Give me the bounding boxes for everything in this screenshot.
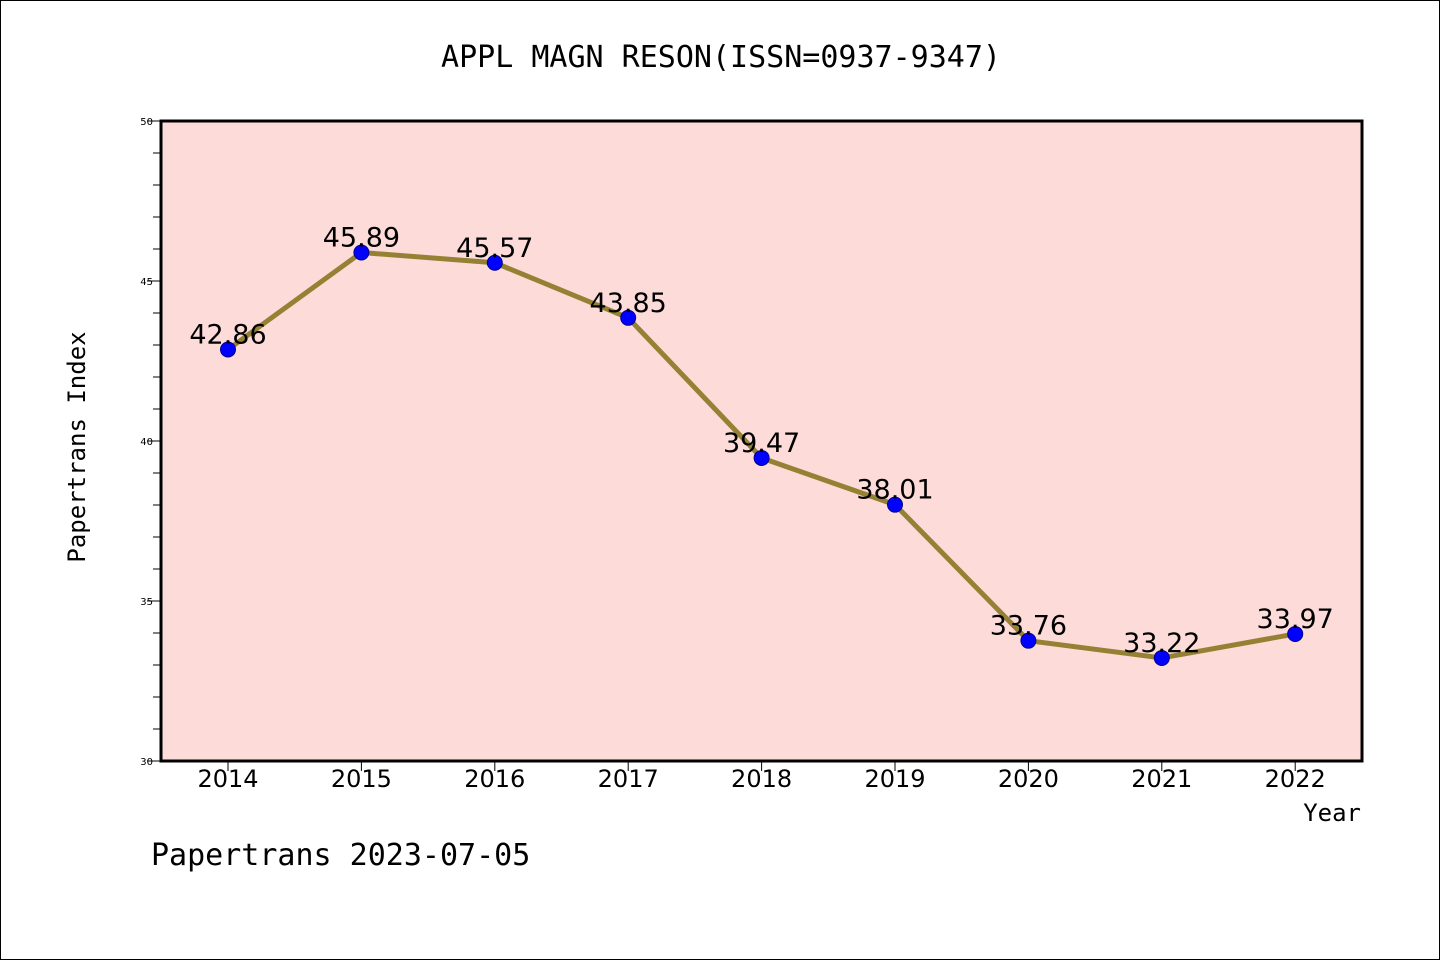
x-tick-label: 2018 [731, 765, 792, 793]
x-tick-label: 2016 [464, 765, 525, 793]
x-tick-label: 2019 [864, 765, 925, 793]
x-tick-label: 2022 [1265, 765, 1326, 793]
data-point [620, 309, 637, 326]
y-tick-label: 35 [140, 597, 153, 608]
x-tick-label: 2020 [998, 765, 1059, 793]
plot-frame [159, 119, 1364, 763]
x-axis-label: Year [1303, 799, 1361, 827]
data-point [887, 496, 903, 513]
x-tick-label: 2015 [331, 765, 392, 793]
y-tick-label: 40 [140, 437, 153, 448]
data-point [1020, 632, 1037, 649]
data-point [1287, 625, 1304, 642]
chart-title: APPL MAGN RESON(ISSN=0937-9347) [441, 40, 1001, 75]
y-tick-label: 50 [140, 117, 153, 128]
data-label: 42.86 [189, 319, 266, 350]
data-label: 39.47 [723, 428, 800, 459]
y-tick-label: 30 [140, 757, 153, 768]
data-points [220, 244, 1304, 666]
data-point [1153, 649, 1170, 666]
data-point [486, 254, 503, 271]
data-label: 45.57 [456, 233, 533, 264]
data-labels: 42.86 45.89 45.57 43.85 39.47 38.01 33.76 33.22… [189, 223, 1333, 659]
data-label: 43.85 [590, 288, 667, 319]
data-point [753, 449, 770, 466]
data-point [220, 341, 236, 358]
data-label: 33.97 [1257, 604, 1334, 635]
data-label: 38.01 [856, 475, 933, 506]
x-tick-label: 2017 [598, 765, 659, 793]
x-axis-ticks: 2014 2015 2016 2017 2018 2019 2020 2021 2022 [197, 761, 1326, 793]
data-label: 33.76 [990, 611, 1067, 642]
x-tick-label: 2014 [197, 765, 258, 793]
footer-text: Papertrans 2023-07-05 [151, 838, 530, 873]
x-tick-label: 2021 [1131, 765, 1192, 793]
data-label: 45.89 [323, 223, 400, 254]
data-point [353, 244, 370, 261]
data-label: 33.22 [1123, 628, 1200, 659]
y-tick-label: 45 [140, 277, 153, 288]
y-axis-label: Papertrans Index [63, 331, 91, 562]
y-axis-ticks: 30 35 40 45 50 [140, 117, 161, 768]
